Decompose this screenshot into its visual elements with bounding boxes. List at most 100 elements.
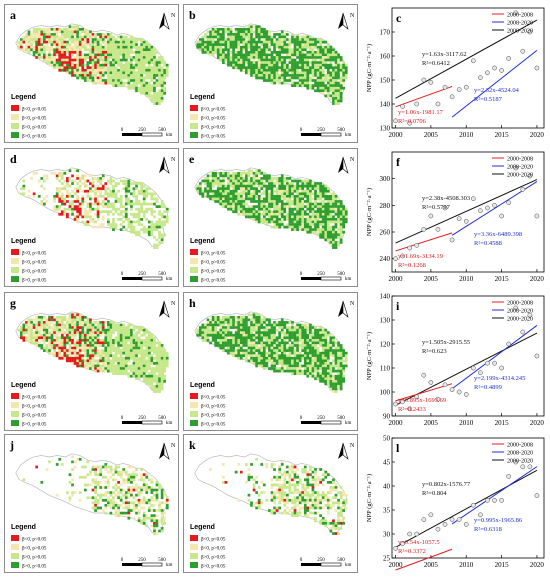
trend-cell: [234, 33, 238, 36]
trend-cell: [117, 197, 120, 201]
trend-cell: [73, 40, 77, 44]
trend-cell: [339, 91, 343, 95]
trend-cell: [89, 51, 92, 54]
trend-cell: [165, 354, 169, 358]
trend-cell: [112, 195, 115, 198]
trend-cell: [96, 364, 100, 368]
trend-cell: [216, 189, 220, 193]
trend-cell: [237, 207, 241, 211]
trend-cell: [260, 200, 264, 203]
trend-cell: [278, 321, 282, 324]
trend-cell: [314, 81, 317, 85]
trend-cell: [27, 323, 31, 327]
trend-cell: [55, 33, 59, 36]
trend-cell: [160, 354, 164, 358]
trend-cell: [78, 313, 82, 317]
trend-cell: [326, 197, 330, 201]
scale-bar: [301, 133, 321, 136]
trend-cell: [117, 63, 120, 67]
trend-cell: [280, 354, 284, 358]
trend-cell: [155, 387, 159, 391]
trend-cell: [163, 367, 167, 370]
trend-cell: [86, 354, 90, 358]
trend-cell: [68, 66, 72, 70]
trend-cell: [265, 328, 269, 332]
trend-cell: [339, 235, 343, 239]
trend-cell: [58, 45, 62, 49]
trend-cell: [53, 33, 56, 36]
trend-cell: [119, 364, 123, 368]
trend-cell: [196, 187, 200, 191]
trend-cell: [78, 53, 82, 57]
trend-cell: [239, 179, 243, 183]
trend-cell: [214, 321, 218, 324]
trend-cell: [319, 205, 322, 208]
trend-cell: [99, 187, 103, 191]
trend-cell: [124, 35, 128, 39]
trend-cell: [222, 56, 225, 59]
trend-cell: [58, 351, 62, 355]
trend-cell: [280, 182, 284, 185]
trend-cell: [35, 45, 39, 49]
trend-cell: [275, 43, 279, 47]
trend-cell: [270, 189, 274, 193]
trend-cell: [337, 63, 340, 67]
trend-cell: [250, 182, 253, 185]
trend-cell: [117, 74, 120, 77]
trend-cell: [224, 336, 228, 340]
trend-cell: [332, 238, 335, 242]
trend-cell: [78, 364, 82, 368]
trend-cell: [135, 215, 138, 219]
trend-cell: [35, 328, 39, 332]
trend-cell: [83, 220, 87, 224]
trend-cell: [117, 68, 120, 72]
trend-cell: [66, 189, 69, 193]
trend-cell: [204, 323, 207, 327]
trend-cell: [45, 195, 49, 198]
trend-cell: [135, 66, 138, 70]
trend-cell: [270, 339, 274, 342]
trend-cell: [86, 66, 90, 70]
trend-cell: [53, 323, 56, 327]
trend-cell: [32, 48, 36, 52]
trend-cell: [278, 184, 282, 188]
trend-cell: [324, 58, 328, 62]
trend-cell: [334, 243, 338, 247]
trend-cell: [316, 225, 320, 229]
trend-cell: [250, 321, 253, 324]
trend-cell: [55, 336, 59, 340]
trend-cell: [109, 61, 113, 64]
trend-cell: [37, 35, 41, 39]
trend-cell: [242, 182, 246, 185]
trend-cell: [234, 315, 238, 319]
trend-cell: [306, 372, 310, 375]
trend-cell: [94, 192, 97, 196]
trend-cell: [137, 346, 141, 350]
trend-cell: [91, 349, 95, 352]
trend-cell: [239, 356, 243, 360]
trend-cell: [40, 339, 44, 342]
trend-cell: [296, 40, 299, 44]
trend-cell: [329, 238, 333, 242]
trend-cell: [155, 205, 159, 208]
trend-cell: [224, 321, 228, 324]
trend-cell: [334, 241, 338, 244]
trend-cell: [81, 323, 85, 327]
trend-cell: [40, 321, 44, 324]
trend-cell: [55, 195, 59, 198]
trend-cell: [296, 51, 299, 54]
trend-cell: [122, 328, 126, 332]
trend-cell: [219, 333, 223, 337]
trend-cell: [260, 202, 264, 206]
trend-cell: [117, 349, 120, 352]
trend-cell: [155, 220, 159, 224]
trend-cell: [58, 344, 62, 347]
trend-cell: [145, 202, 149, 206]
trend-cell: [296, 367, 299, 370]
trend-cell: [124, 43, 128, 47]
trend-cell: [311, 202, 315, 206]
trend-cell: [316, 202, 320, 206]
trend-cell: [71, 333, 74, 337]
trend-cell: [303, 200, 307, 203]
trend-cell: [155, 367, 159, 370]
